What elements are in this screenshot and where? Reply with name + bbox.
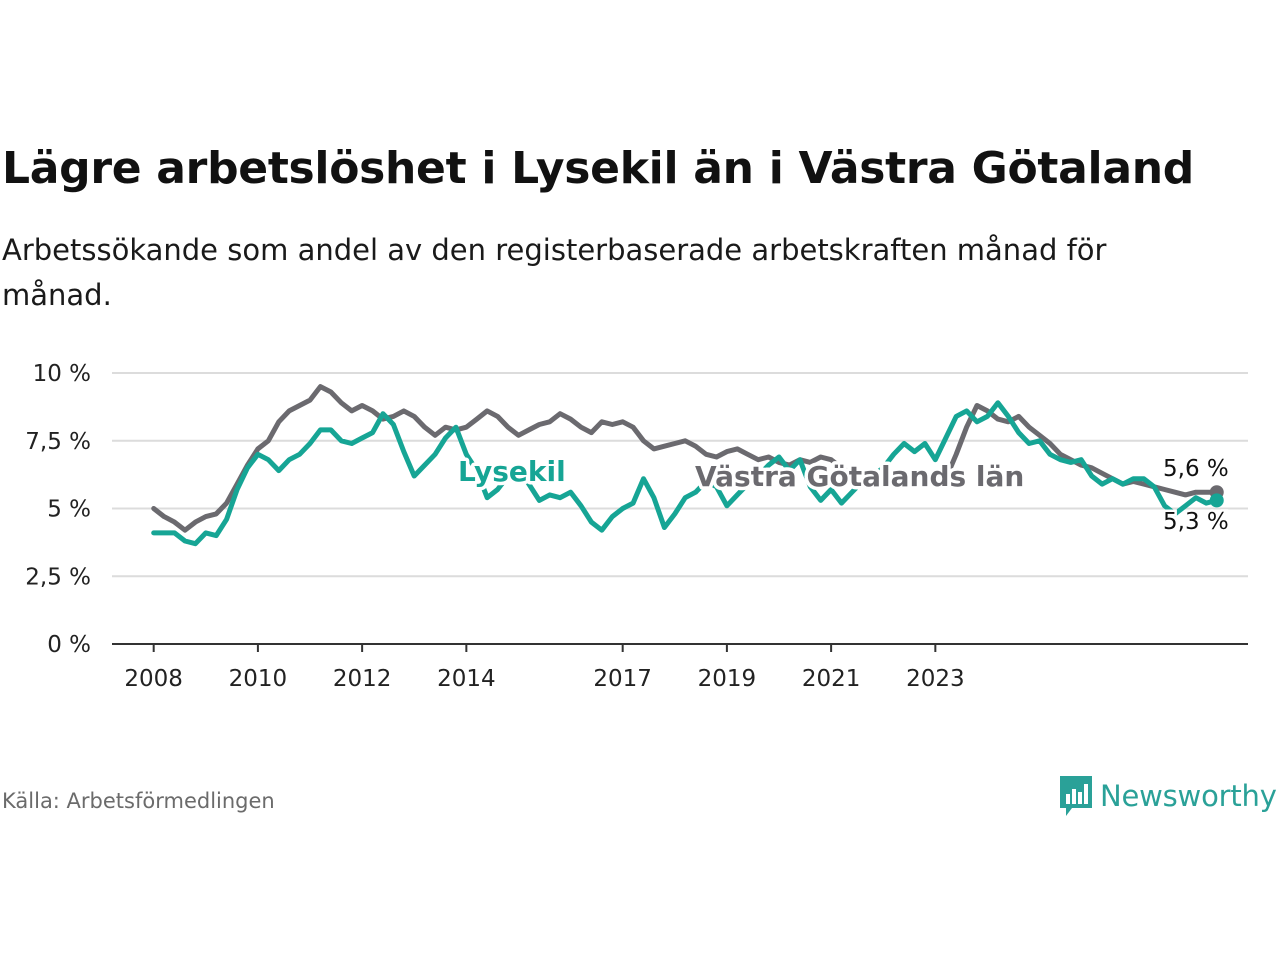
x-tick-label: 2017: [593, 666, 652, 692]
series-layer: [151, 384, 1224, 547]
x-tick-label: 2021: [802, 666, 861, 692]
line-chart: 0 % 2,5 % 5 % 7,5 % 10 % 2008 2010 2012 2014 2017…: [25, 361, 1248, 692]
newsworthy-bar-chart-icon: [1060, 776, 1092, 816]
x-tick-label: 2008: [124, 666, 183, 692]
series-line-vastra-gotaland: [151, 384, 1220, 533]
y-tick-label: 5 %: [47, 497, 91, 523]
y-tick-label: 0 %: [47, 632, 91, 658]
chart-title: Lägre arbetslöshet i Lysekil än i Västra…: [2, 143, 1194, 194]
y-tick-label: 10 %: [33, 361, 91, 387]
x-tick-label: 2019: [698, 666, 757, 692]
brand-name: Newsworthy: [1100, 779, 1277, 813]
series-end-marker: [1209, 493, 1224, 508]
y-tick-label: 2,5 %: [25, 564, 91, 590]
x-tick-label: 2014: [437, 666, 496, 692]
label-layer: Lysekil Västra Götalands län 5,6 % 5,3 %: [455, 452, 1232, 538]
source-note: Källa: Arbetsförmedlingen: [2, 789, 275, 813]
y-tick-label: 7,5 %: [25, 429, 91, 455]
x-tick-label: 2023: [906, 666, 965, 692]
x-tick-label: 2010: [229, 666, 288, 692]
series-line-lysekil: [151, 400, 1220, 547]
grid-layer: [112, 372, 1248, 578]
brand-logo[interactable]: Newsworthy: [1058, 774, 1277, 818]
series-label-lysekil: Lysekil: [458, 455, 566, 488]
chart-subtitle: Arbetssökande som andel av den registerb…: [2, 233, 1107, 312]
end-value-label-vastra-gotaland: 5,6 %: [1163, 456, 1229, 482]
series-label-vastra-gotaland: Västra Götalands län: [695, 460, 1024, 493]
x-tick-label: 2012: [333, 666, 392, 692]
end-value-label-lysekil: 5,3 %: [1163, 509, 1229, 535]
axis-layer: 0 % 2,5 % 5 % 7,5 % 10 % 2008 2010 2012 2014 2017…: [25, 361, 1248, 692]
